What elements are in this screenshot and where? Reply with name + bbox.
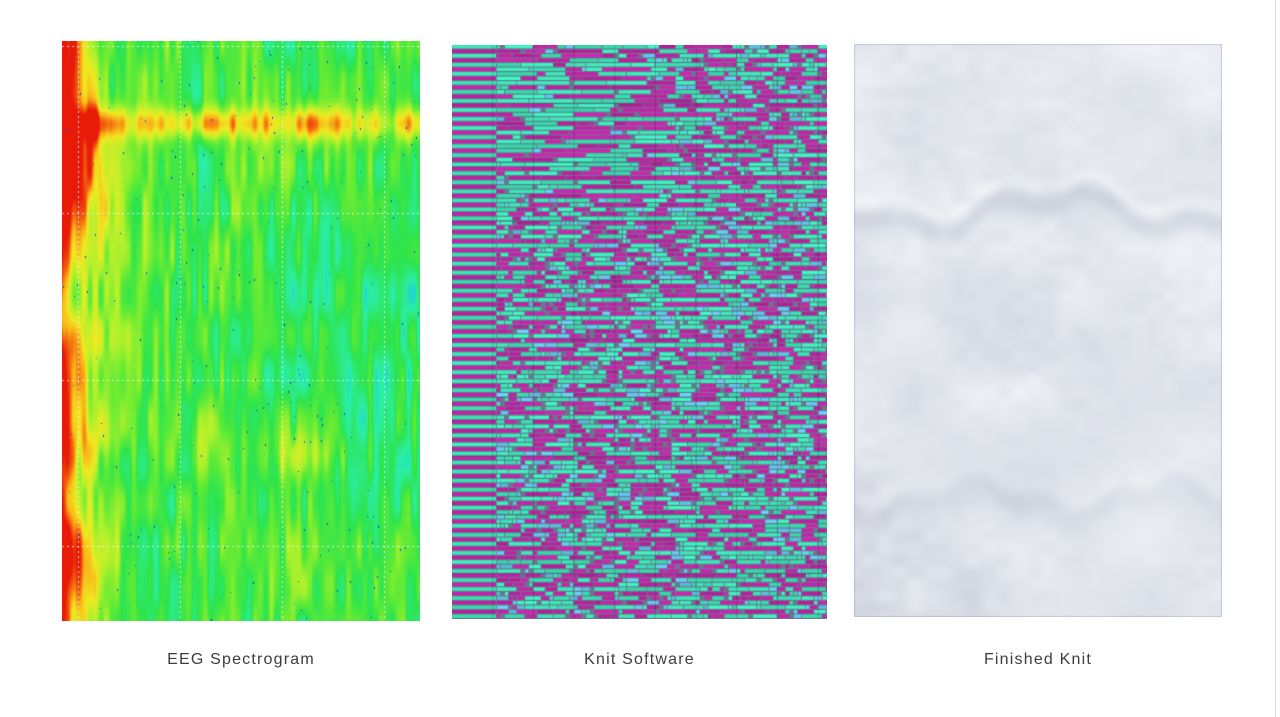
caption-knit-software: Knit Software [584, 651, 695, 668]
figure-eeg-spectrogram: EEG Spectrogram [62, 41, 420, 668]
figure-finished-knit: Finished Knit [854, 44, 1222, 668]
caption-finished-knit: Finished Knit [983, 651, 1093, 668]
screen-right-edge-line [1275, 0, 1276, 717]
finished-knit-photo [854, 44, 1222, 617]
eeg-spectrogram-image [62, 41, 420, 621]
knit-software-pattern-image [452, 45, 827, 619]
figure-knit-software: Knit Software [452, 45, 827, 668]
caption-eeg-spectrogram: EEG Spectrogram [167, 651, 315, 668]
